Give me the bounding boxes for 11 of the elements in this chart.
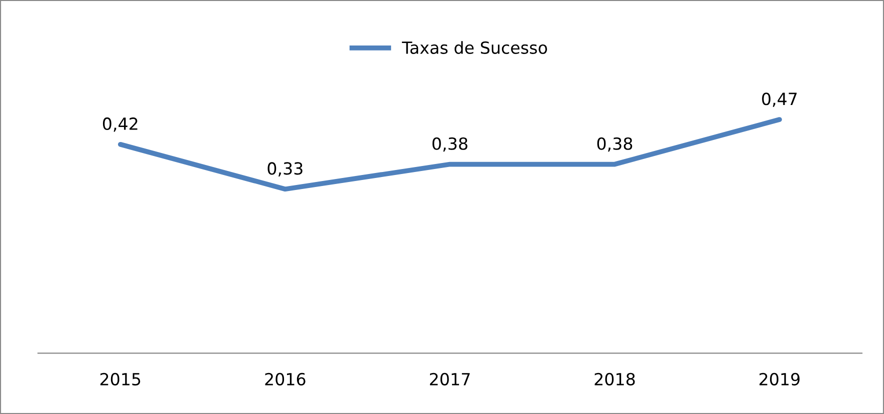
x-tick-label: 2019 bbox=[760, 372, 800, 386]
x-tick-label: 2016 bbox=[265, 372, 306, 386]
x-tick-label: 2017 bbox=[430, 372, 470, 386]
x-tick-label: 2018 bbox=[594, 372, 635, 386]
x-tick-label: 2015 bbox=[100, 372, 140, 386]
data-label: 0,38 bbox=[432, 137, 468, 152]
data-label: 0,42 bbox=[102, 117, 138, 132]
data-label: 0,38 bbox=[597, 137, 632, 152]
data-label: 0,33 bbox=[268, 162, 302, 176]
legend-label: Taxas de Sucesso bbox=[402, 41, 548, 54]
data-label: 0,47 bbox=[762, 92, 797, 107]
